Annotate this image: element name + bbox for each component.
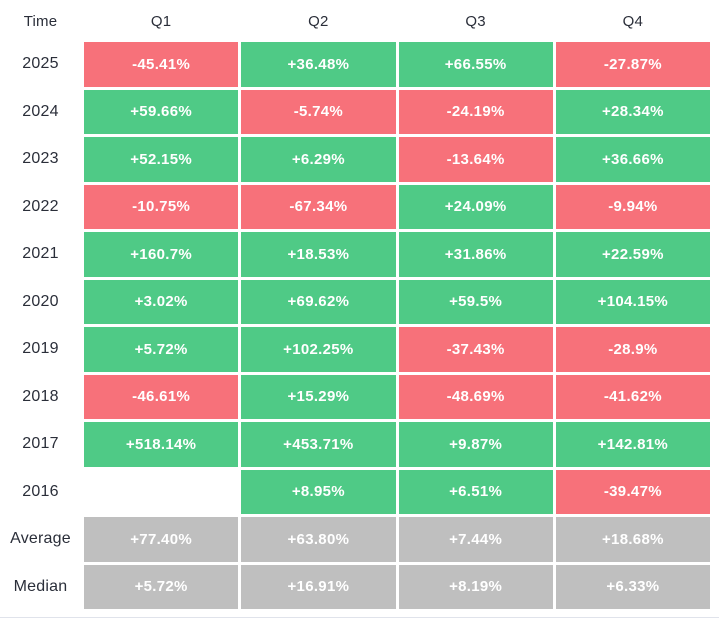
cell-2016-q3: +6.51% xyxy=(398,469,553,514)
cell-2018-q3: -48.69% xyxy=(398,374,553,419)
cell-2022-q1: -10.75% xyxy=(84,184,239,229)
row-label-2022: 2022 xyxy=(22,197,59,215)
cell-2023-q2: +6.29% xyxy=(241,137,396,182)
cell-average-q1: +77.40% xyxy=(84,517,239,562)
cell-median-q3: +8.19% xyxy=(398,564,553,609)
row-label-2018: 2018 xyxy=(22,387,59,405)
cell-2022-q2: -67.34% xyxy=(241,184,396,229)
row-label-average: Average xyxy=(10,530,71,548)
row-label-2020: 2020 xyxy=(22,292,59,310)
cell-2018-q2: +15.29% xyxy=(241,374,396,419)
cell-2025-q3: +66.55% xyxy=(398,42,553,87)
row-label-median: Median xyxy=(13,577,68,595)
cell-2023-q3: -13.64% xyxy=(398,137,553,182)
cell-2017-q4: +142.81% xyxy=(555,422,710,467)
cell-2017-q3: +9.87% xyxy=(398,422,553,467)
cell-2021-q3: +31.86% xyxy=(398,232,553,277)
cell-2017-q2: +453.71% xyxy=(241,422,396,467)
header-q3: Q3 xyxy=(465,12,486,30)
row-label-2021: 2021 xyxy=(22,245,59,263)
cell-2019-q4: -28.9% xyxy=(555,327,710,372)
cell-2016-q4: -39.47% xyxy=(555,469,710,514)
cell-average-q2: +63.80% xyxy=(241,517,396,562)
cell-2016-q2: +8.95% xyxy=(241,469,396,514)
cell-average-q3: +7.44% xyxy=(398,517,553,562)
cell-2024-q2: -5.74% xyxy=(241,89,396,134)
row-label-2019: 2019 xyxy=(22,340,59,358)
cell-2020-q3: +59.5% xyxy=(398,279,553,324)
cell-2025-q1: -45.41% xyxy=(84,42,239,87)
row-label-2024: 2024 xyxy=(22,102,59,120)
cell-2020-q2: +69.62% xyxy=(241,279,396,324)
header-q4: Q4 xyxy=(622,12,644,30)
header-q2: Q2 xyxy=(308,12,329,30)
cell-2019-q1: +5.72% xyxy=(84,327,239,372)
cell-2020-q1: +3.02% xyxy=(84,279,239,324)
bottom-divider xyxy=(0,617,719,618)
cell-median-q4: +6.33% xyxy=(555,564,710,609)
cell-2021-q2: +18.53% xyxy=(241,232,396,277)
cell-2020-q4: +104.15% xyxy=(555,279,710,324)
cell-2018-q4: -41.62% xyxy=(555,374,710,419)
cell-2017-q1: +518.14% xyxy=(84,422,239,467)
cell-2022-q4: -9.94% xyxy=(555,184,710,229)
cell-median-q1: +5.72% xyxy=(84,564,239,609)
cell-2022-q3: +24.09% xyxy=(398,184,553,229)
cell-2019-q3: -37.43% xyxy=(398,327,553,372)
header-q1: Q1 xyxy=(150,12,172,30)
row-label-2023: 2023 xyxy=(22,150,59,168)
cell-2024-q3: -24.19% xyxy=(398,89,553,134)
cell-median-q2: +16.91% xyxy=(241,564,396,609)
cell-2021-q4: +22.59% xyxy=(555,232,710,277)
header-time: Time xyxy=(23,12,58,30)
cell-2018-q1: -46.61% xyxy=(84,374,239,419)
cell-2025-q2: +36.48% xyxy=(241,42,396,87)
cell-2016-q1 xyxy=(84,470,238,515)
cell-2023-q1: +52.15% xyxy=(84,137,239,182)
cell-2023-q4: +36.66% xyxy=(555,137,710,182)
cell-average-q4: +18.68% xyxy=(555,517,710,562)
row-label-2016: 2016 xyxy=(22,482,59,500)
cell-2019-q2: +102.25% xyxy=(241,327,396,372)
row-label-2017: 2017 xyxy=(22,435,59,453)
cell-2024-q4: +28.34% xyxy=(555,89,710,134)
cell-2024-q1: +59.66% xyxy=(84,89,239,134)
cell-2021-q1: +160.7% xyxy=(84,232,239,277)
row-label-2025: 2025 xyxy=(22,55,59,73)
cell-2025-q4: -27.87% xyxy=(555,42,710,87)
seasonality-grid: Time Q1 Q2 Q3 Q4 2025 -45.41% +36.48% +66.5… xyxy=(0,3,719,609)
